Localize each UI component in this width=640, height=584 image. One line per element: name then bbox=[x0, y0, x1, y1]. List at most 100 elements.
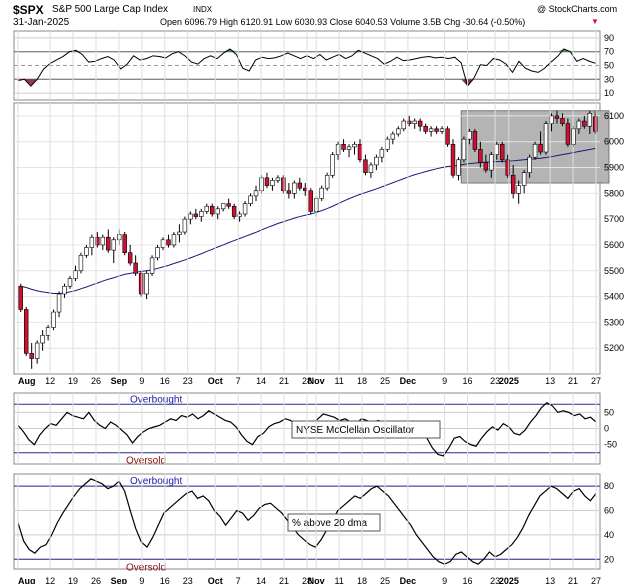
price-tick-label: 5500 bbox=[604, 266, 624, 276]
candle-body bbox=[428, 128, 434, 132]
candle-body bbox=[231, 205, 237, 217]
x-tick-label: 9 bbox=[139, 376, 144, 386]
x-tick-label: 28 bbox=[302, 576, 312, 584]
candle-body bbox=[193, 213, 199, 217]
candle-body bbox=[434, 128, 439, 132]
candle-body bbox=[582, 120, 587, 127]
x-tick-label: 21 bbox=[279, 376, 289, 386]
candle-body bbox=[237, 213, 242, 217]
candle-body bbox=[204, 205, 209, 212]
x-tick-label: 18 bbox=[357, 376, 367, 386]
x-tick-label: 16 bbox=[160, 576, 170, 584]
price-tick-label: 5300 bbox=[604, 317, 624, 327]
price-tick-label: 5600 bbox=[604, 240, 624, 250]
pct-above-20dma-panel: 20 40 60 80 Overbought Oversold % above 20 dma bbox=[14, 476, 614, 573]
watermark: @ StockCharts.com bbox=[537, 4, 618, 14]
x-tick-label: 25 bbox=[380, 376, 390, 386]
candle-body bbox=[29, 353, 34, 359]
candle-body bbox=[188, 213, 193, 220]
candle-body bbox=[95, 236, 100, 246]
candle-body bbox=[450, 143, 456, 176]
candle-body bbox=[401, 120, 406, 130]
rsi-tick-label: 70 bbox=[604, 47, 614, 57]
candle-body bbox=[368, 164, 374, 173]
osc-overbought-label: Overbought bbox=[130, 394, 182, 405]
candle-body bbox=[341, 143, 346, 150]
candle-body bbox=[560, 118, 565, 124]
candle-body bbox=[100, 236, 106, 246]
candle-body bbox=[319, 187, 324, 199]
candle-body bbox=[166, 239, 171, 246]
candle-body bbox=[423, 125, 428, 132]
rsi-tick-label: 50 bbox=[604, 61, 614, 71]
x-tick-label: 16 bbox=[463, 576, 473, 584]
candle-body bbox=[374, 156, 379, 166]
x-tick-label: 19 bbox=[68, 576, 78, 584]
candle-body bbox=[122, 234, 127, 253]
candle-body bbox=[308, 190, 313, 212]
candle-body bbox=[144, 273, 149, 295]
candle-body bbox=[587, 113, 593, 127]
x-tick-label: 16 bbox=[160, 376, 170, 386]
candle-body bbox=[593, 116, 598, 132]
pct-tick-label: 40 bbox=[604, 530, 614, 540]
candle-body bbox=[330, 154, 335, 176]
candle-body bbox=[106, 236, 111, 251]
pct-oversold-label: Oversold bbox=[126, 562, 166, 573]
x-tick-label: 12 bbox=[45, 576, 55, 584]
x-tick-label: 27 bbox=[591, 576, 601, 584]
rsi-tick-label: 30 bbox=[604, 74, 614, 84]
candle-body bbox=[412, 120, 417, 124]
candle-body bbox=[461, 138, 467, 161]
candle-body bbox=[352, 143, 357, 148]
x-tick-label: 26 bbox=[91, 576, 101, 584]
candle-body bbox=[472, 131, 478, 150]
x-tick-label: Sep bbox=[111, 376, 128, 386]
x-tick-label: 2025 bbox=[499, 576, 519, 584]
candle-body bbox=[483, 162, 489, 171]
x-tick-label: 18 bbox=[357, 576, 367, 584]
x-tick-label: 13 bbox=[545, 376, 555, 386]
candle-body bbox=[576, 120, 582, 130]
candle-body bbox=[532, 143, 538, 158]
candle-body bbox=[199, 211, 204, 217]
candle-body bbox=[210, 205, 215, 215]
x-tick-label: 13 bbox=[545, 576, 555, 584]
candle-body bbox=[538, 143, 543, 153]
candle-body bbox=[264, 177, 270, 186]
x-tick-label: Sep bbox=[111, 576, 128, 584]
x-tick-label: 27 bbox=[591, 376, 601, 386]
osc-tick-label: -50 bbox=[604, 440, 617, 450]
candle-body bbox=[18, 285, 23, 310]
x-tick-label: 28 bbox=[302, 376, 312, 386]
price-tick-label: 5900 bbox=[604, 163, 624, 173]
candle-body bbox=[270, 180, 275, 186]
candle-body bbox=[292, 182, 297, 194]
price-tick-label: 6100 bbox=[604, 111, 624, 121]
x-tick-label: Dec bbox=[400, 576, 417, 584]
candle-body bbox=[478, 149, 483, 163]
pct-tick-label: 80 bbox=[604, 481, 614, 491]
price-tick-label: 5200 bbox=[604, 343, 624, 353]
candle-body bbox=[89, 236, 95, 248]
candle-body bbox=[23, 309, 29, 354]
candle-body bbox=[385, 138, 390, 150]
candle-body bbox=[489, 154, 494, 171]
candle-body bbox=[407, 120, 412, 124]
pct-overbought-label: Overbought bbox=[130, 476, 182, 487]
candle-body bbox=[45, 327, 51, 336]
candle-body bbox=[396, 128, 401, 135]
x-tick-label: 11 bbox=[334, 576, 343, 584]
candle-body bbox=[521, 172, 527, 186]
x-tick-label: 25 bbox=[380, 576, 390, 584]
x-tick-label: 21 bbox=[568, 376, 578, 386]
pct-title: % above 20 dma bbox=[292, 518, 367, 529]
candle-body bbox=[253, 190, 259, 197]
candle-body bbox=[324, 174, 330, 189]
rsi-panel: 10 30 50 70 90 bbox=[14, 33, 614, 98]
candle-body bbox=[417, 120, 423, 127]
candle-body bbox=[149, 257, 155, 274]
candle-body bbox=[445, 128, 450, 145]
candle-body bbox=[516, 185, 521, 194]
candle-body bbox=[554, 115, 560, 119]
